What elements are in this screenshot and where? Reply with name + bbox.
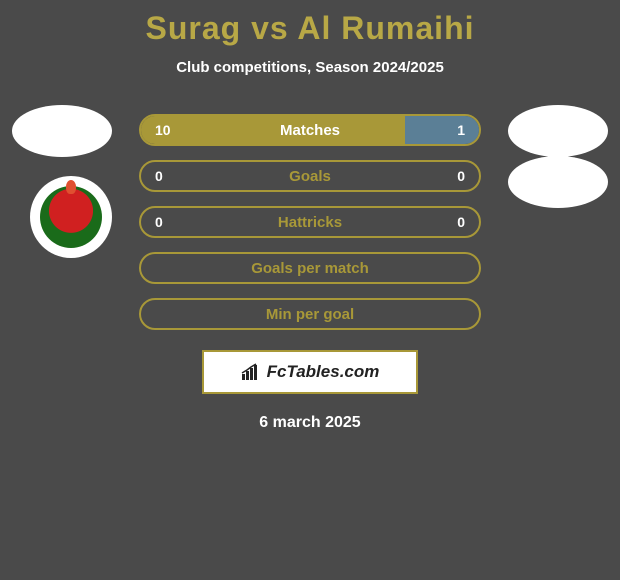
bar-label: Goals [289, 168, 331, 185]
bar-label: Min per goal [266, 306, 354, 323]
player-right-avatar-2 [508, 156, 608, 208]
bar-value-left: 0 [155, 168, 163, 184]
bar-value-left: 0 [155, 214, 163, 230]
bar-value-left: 10 [155, 122, 171, 138]
club-badge [30, 176, 112, 258]
chart-icon [241, 363, 263, 381]
stat-bar: Goals per match [139, 252, 481, 284]
stat-bar: Min per goal [139, 298, 481, 330]
bar-label: Goals per match [251, 260, 369, 277]
brand-box[interactable]: FcTables.com [202, 350, 418, 394]
comparison-content: 10Matches10Goals00Hattricks0Goals per ma… [0, 114, 620, 432]
club-badge-inner [40, 186, 102, 248]
bar-label: Matches [280, 122, 340, 139]
player-right-avatar-1 [508, 105, 608, 157]
stat-bar: 10 Matches 1 [139, 114, 481, 146]
bar-value-right: 1 [457, 122, 465, 138]
page-title: Surag vs Al Rumaihi [0, 0, 620, 47]
stat-bar: 0 Hattricks 0 [139, 206, 481, 238]
page-subtitle: Club competitions, Season 2024/2025 [0, 59, 620, 76]
bar-label: Hattricks [278, 214, 342, 231]
bar-value-right: 0 [457, 214, 465, 230]
player-left-avatar [12, 105, 112, 157]
bar-fill-left [141, 116, 405, 144]
date-label: 6 march 2025 [10, 414, 610, 432]
bar-fill-right [405, 116, 479, 144]
brand-text: FcTables.com [267, 362, 380, 382]
bar-value-right: 0 [457, 168, 465, 184]
stat-bar: 0 Goals 0 [139, 160, 481, 192]
stat-bars: 10Matches10Goals00Hattricks0Goals per ma… [139, 114, 481, 330]
